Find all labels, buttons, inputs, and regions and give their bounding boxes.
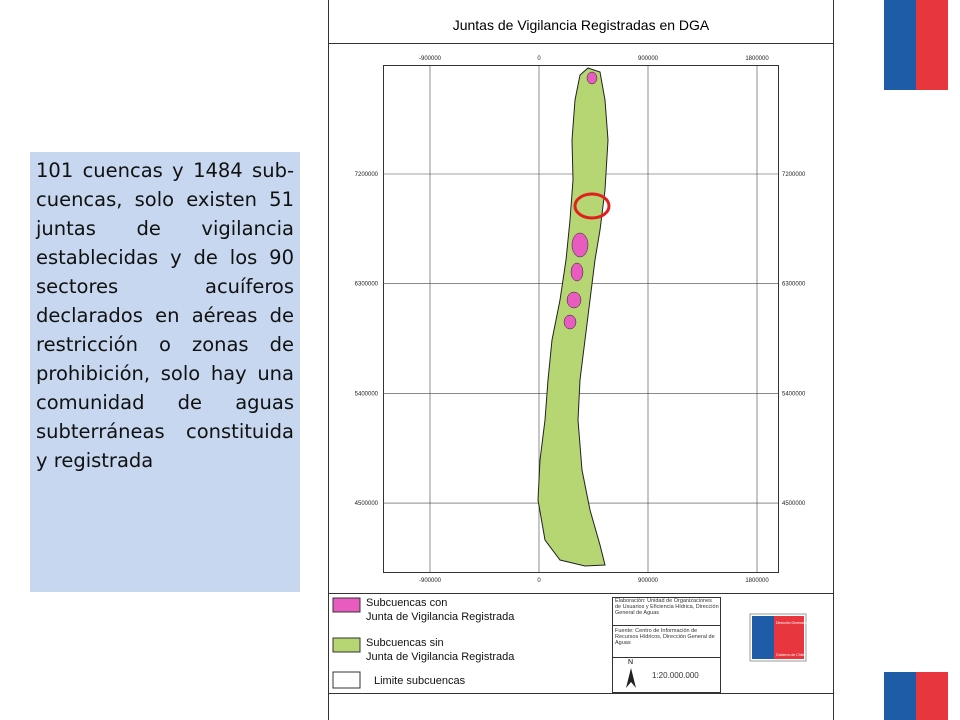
y-tick-label: 5400000 bbox=[355, 391, 379, 397]
y-tick-label: 4500000 bbox=[355, 501, 379, 507]
flag-red bbox=[916, 672, 948, 720]
registered-basin bbox=[571, 232, 589, 258]
x-tick-label: 1800000 bbox=[745, 578, 769, 584]
flag-red bbox=[916, 0, 948, 90]
logo-blue bbox=[752, 616, 774, 659]
x-tick-label: 0 bbox=[537, 578, 541, 584]
credit: Elaboración: Unidad de Organizaciones de… bbox=[615, 598, 719, 616]
y-tick-label: 6300000 bbox=[355, 282, 379, 288]
credits-box bbox=[612, 597, 721, 693]
north-label: N bbox=[628, 659, 633, 666]
highlight-circle bbox=[573, 192, 611, 220]
credit-wrap: Elaboración: Unidad de Organizaciones de… bbox=[615, 598, 719, 616]
legend-label: Subcuencas con Junta de Vigilancia Regist… bbox=[366, 597, 515, 623]
x-tick-label: 1800000 bbox=[745, 56, 769, 62]
legend-swatch bbox=[332, 637, 361, 653]
x-tick-label: 900000 bbox=[638, 578, 659, 584]
credit: Fuente: Centro de Información de Recurso… bbox=[615, 628, 715, 646]
y-tick-label: 6300000 bbox=[782, 282, 806, 288]
credit-wrap: Fuente: Centro de Información de Recurso… bbox=[615, 628, 715, 646]
x-tick-label: -900000 bbox=[419, 578, 442, 584]
y-tick-label: 4500000 bbox=[782, 501, 806, 507]
registered-basin bbox=[586, 71, 598, 85]
y-tick-label: 5400000 bbox=[782, 391, 806, 397]
paragraph: 101 cuencas y 1484 sub-cuencas, solo exi… bbox=[30, 152, 300, 592]
x-tick-label: -900000 bbox=[419, 56, 442, 62]
legend-swatch bbox=[332, 597, 361, 613]
map-area bbox=[383, 65, 779, 573]
registered-basin bbox=[566, 291, 582, 309]
legend-swatch bbox=[332, 671, 361, 689]
flag-blue bbox=[884, 672, 916, 720]
north-arrow bbox=[626, 668, 636, 688]
y-tick-label: 7200000 bbox=[355, 172, 379, 178]
legend-label: Subcuencas sin Junta de Vigilancia Regist… bbox=[366, 637, 515, 663]
logo-text: Dirección General de Aguas bbox=[776, 621, 820, 625]
map-title: Juntas de Vigilancia Registradas en DGA bbox=[453, 17, 710, 33]
legend-label: Limite subcuencas bbox=[374, 675, 466, 687]
y-tick-label: 7200000 bbox=[782, 172, 806, 178]
registered-basin bbox=[563, 314, 577, 330]
registered-basin bbox=[570, 262, 584, 282]
scale: 1:20.000.000 bbox=[652, 671, 699, 680]
flag-blue bbox=[884, 0, 916, 90]
logo-red bbox=[774, 616, 804, 659]
x-tick-label: 900000 bbox=[638, 56, 659, 62]
x-tick-label: 0 bbox=[537, 56, 541, 62]
logo-text: Gobierno de Chile bbox=[776, 653, 804, 657]
